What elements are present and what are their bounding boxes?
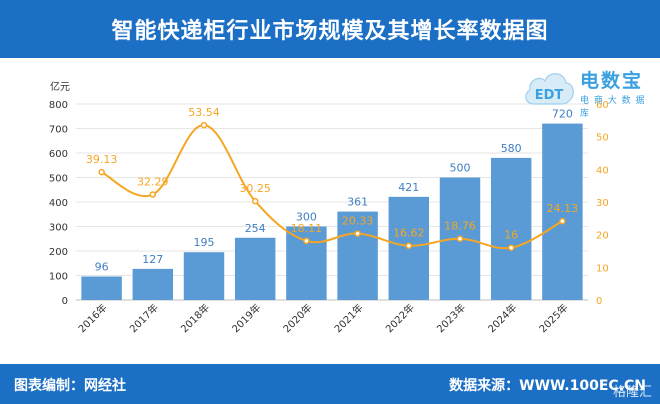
y-tick-label: 100	[49, 272, 68, 283]
growth-point	[200, 121, 208, 129]
growth-value-label: 20.33	[342, 215, 374, 228]
bar-value-label: 421	[398, 181, 419, 194]
y2-tick-label: 10	[596, 263, 609, 274]
bar-value-label: 361	[347, 196, 368, 209]
x-tick-label: 2021年	[331, 301, 365, 335]
bar-value-label: 127	[142, 253, 163, 266]
bar	[490, 157, 532, 300]
logo-brand: 电数宝	[580, 70, 644, 92]
logo-tagline: 电 商 大 数 据 库	[580, 96, 646, 119]
y-tick-label: 800	[49, 100, 68, 111]
growth-value-label: 39.13	[86, 153, 118, 166]
growth-point	[405, 242, 413, 249]
bar-value-label: 96	[95, 260, 109, 273]
page-title: 智能快递柜行业市场规模及其增长率数据图	[111, 19, 549, 44]
growth-point	[559, 217, 566, 225]
growth-value-label: 32.29	[137, 176, 169, 189]
y2-tick-label: 20	[596, 231, 609, 242]
x-tick-label: 2023年	[434, 301, 468, 335]
growth-value-label: 18.76	[444, 220, 476, 233]
y2-tick-label: 60	[596, 100, 609, 111]
y-tick-label: 0	[62, 296, 68, 307]
bar-value-label: 500	[450, 162, 471, 175]
x-tick-label: 2016年	[75, 301, 109, 335]
x-tick-label: 2017年	[127, 301, 161, 335]
chart-author: 图表编制：网经社	[14, 378, 126, 394]
bar	[286, 226, 327, 300]
footer-bar: 图表编制：网经社 数据来源：WWW.100EC.CN	[0, 364, 660, 404]
bar-value-label: 195	[194, 236, 215, 249]
logo: EDT 电数宝 电 商 大 数 据 库	[520, 64, 652, 119]
y-tick-label: 300	[49, 223, 68, 234]
header-bar: 智能快递柜行业市场规模及其增长率数据图	[0, 0, 660, 58]
y-tick-label: 500	[49, 174, 68, 185]
x-tick-label: 2020年	[280, 301, 314, 335]
growth-value-label: 18.11	[291, 222, 323, 235]
bar-value-label: 580	[501, 142, 522, 155]
bar-value-label: 300	[296, 211, 317, 224]
cloud-logo-icon: EDT	[525, 73, 574, 105]
y2-tick-label: 0	[596, 296, 602, 307]
y-tick-label: 700	[49, 125, 68, 136]
y2-tick-label: 50	[596, 133, 609, 144]
bar	[337, 211, 378, 300]
bar	[81, 276, 122, 300]
bar-value-label: 720	[552, 108, 573, 121]
watermark: 格隆汇	[612, 385, 652, 400]
y-tick-label: 200	[49, 247, 68, 258]
growth-value-label: 16	[504, 229, 518, 242]
y2-tick-label: 30	[596, 198, 609, 209]
y-tick-label: 400	[49, 198, 68, 209]
x-tick-label: 2019年	[229, 301, 263, 335]
x-tick-label: 2018年	[178, 301, 212, 335]
growth-point	[149, 191, 157, 198]
data-source: 数据来源：WWW.100EC.CN	[449, 378, 646, 394]
bar	[132, 268, 174, 300]
growth-point	[251, 197, 259, 205]
bar-value-label: 254	[245, 222, 266, 235]
x-tick-label: 2022年	[383, 301, 417, 335]
y2-tick-label: 40	[596, 165, 609, 176]
x-tick-label: 2025年	[536, 301, 570, 335]
growth-point	[354, 230, 361, 237]
growth-value-label: 16.62	[393, 227, 425, 240]
growth-value-label: 53.54	[188, 106, 220, 119]
growth-point	[456, 235, 464, 242]
logo-badge: EDT	[535, 88, 564, 103]
growth-value-label: 24.13	[547, 202, 579, 215]
y-tick-label: 600	[49, 149, 68, 160]
bar	[542, 123, 583, 300]
growth-point	[507, 244, 515, 251]
chart: 0 100 200 300 400 500 600 700 800 0 10 20 30 40 50 60 亿元…	[49, 80, 609, 335]
bar	[183, 252, 225, 300]
growth-point	[303, 237, 310, 245]
y-axis-label: 亿元	[50, 80, 70, 93]
growth-value-label: 30.25	[239, 182, 271, 195]
bar	[234, 237, 276, 300]
growth-point	[98, 168, 105, 176]
x-tick-label: 2024年	[485, 301, 519, 335]
